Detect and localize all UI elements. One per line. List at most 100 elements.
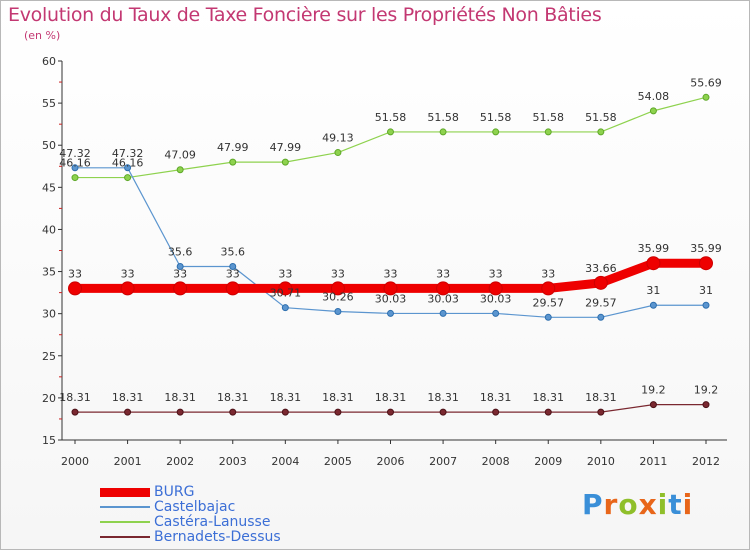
brand-letter: P — [582, 488, 604, 521]
x-tick-label: 2011 — [639, 455, 667, 468]
data-point-castelbajac — [334, 307, 342, 315]
data-point-castelbajac — [702, 301, 710, 309]
data-label-burg: 33 — [541, 267, 555, 280]
data-label-bernadets-dessus: 18.31 — [59, 391, 91, 404]
series-castelbajac — [71, 164, 710, 321]
data-point-castera-lanusse — [544, 128, 552, 136]
data-point-castera-lanusse — [702, 93, 710, 101]
series-layer — [68, 93, 713, 416]
data-label-burg: 33 — [489, 267, 503, 280]
x-tick-label: 2002 — [166, 455, 194, 468]
y-tick-label: 60 — [42, 55, 56, 68]
x-tick-label: 2005 — [324, 455, 352, 468]
data-point-bernadets-dessus — [71, 408, 79, 416]
brand-logo: Proxiti — [582, 488, 693, 521]
data-label-castera-lanusse: 51.58 — [427, 111, 459, 124]
data-point-bernadets-dessus — [176, 408, 184, 416]
data-label-burg: 33 — [226, 267, 240, 280]
data-label-burg: 33 — [68, 267, 82, 280]
data-label-bernadets-dessus: 18.31 — [427, 391, 459, 404]
data-label-burg: 33 — [173, 267, 187, 280]
y-tick-label: 15 — [42, 434, 56, 447]
data-point-castera-lanusse — [229, 158, 237, 166]
brand-letter: i — [657, 488, 669, 521]
data-point-bernadets-dessus — [702, 401, 710, 409]
data-point-castera-lanusse — [439, 128, 447, 136]
data-label-castera-lanusse: 49.13 — [322, 132, 354, 145]
legend-label-burg: BURG — [154, 484, 195, 500]
data-label-castelbajac: 30.03 — [427, 292, 459, 305]
data-point-burg — [699, 256, 713, 271]
x-tick-label: 2008 — [482, 455, 510, 468]
data-point-burg — [383, 281, 398, 296]
data-point-castera-lanusse — [334, 149, 342, 157]
data-label-bernadets-dessus: 19.2 — [641, 384, 666, 397]
data-point-castelbajac — [176, 263, 184, 271]
brand-letter: r — [603, 488, 619, 521]
legend-label-castera-lanusse: Castéra-Lanusse — [154, 514, 271, 530]
series-bernadets-dessus — [71, 401, 710, 416]
data-point-castelbajac — [281, 304, 289, 312]
data-point-castera-lanusse — [176, 166, 184, 174]
data-point-castelbajac — [71, 164, 79, 172]
data-label-burg: 35.99 — [690, 242, 722, 255]
data-point-bernadets-dessus — [281, 408, 289, 416]
data-label-castera-lanusse: 54.08 — [638, 90, 670, 103]
data-point-burg — [68, 281, 82, 296]
data-label-castelbajac: 30.26 — [322, 290, 354, 303]
y-tick-label: 45 — [42, 181, 56, 194]
data-point-castera-lanusse — [387, 128, 394, 136]
data-label-bernadets-dessus: 18.31 — [217, 391, 249, 404]
data-label-castera-lanusse: 47.99 — [217, 141, 249, 154]
x-tick-label: 2000 — [61, 455, 89, 468]
data-point-castelbajac — [492, 309, 500, 317]
y-axis-unit-label: (en %) — [24, 29, 61, 42]
data-point-castelbajac — [649, 301, 657, 309]
data-label-bernadets-dessus: 18.31 — [375, 391, 407, 404]
y-tick-label: 35 — [42, 266, 56, 279]
data-label-castelbajac: 47.32 — [59, 147, 91, 160]
data-label-bernadets-dessus: 18.31 — [480, 391, 512, 404]
legend-swatch-bernadets-dessus — [100, 536, 150, 538]
data-label-burg: 33 — [278, 267, 292, 280]
data-label-castera-lanusse: 51.58 — [585, 111, 617, 124]
line-chart: 15 20 25 30 35 40 45 50 55 60 2000 2001 2002 2003 2004… — [42, 55, 727, 468]
y-tick-label: 55 — [42, 97, 56, 110]
series-line-castera-lanusse — [75, 96, 707, 179]
data-point-bernadets-dessus — [597, 408, 605, 416]
data-label-burg: 33.66 — [585, 262, 617, 275]
data-label-castelbajac: 31 — [699, 284, 713, 297]
data-label-castera-lanusse: 55.69 — [690, 76, 722, 89]
data-label-bernadets-dessus: 18.31 — [322, 391, 354, 404]
data-label-bernadets-dessus: 18.31 — [270, 391, 302, 404]
x-tick-label: 2012 — [692, 455, 720, 468]
axes: 15 20 25 30 35 40 45 50 55 60 2000 2001 2002 2003 2004… — [42, 55, 727, 468]
data-point-burg — [436, 281, 451, 296]
data-point-bernadets-dessus — [492, 408, 500, 416]
data-point-bernadets-dessus — [439, 408, 447, 416]
data-point-castelbajac — [124, 164, 132, 172]
data-label-bernadets-dessus: 18.31 — [112, 391, 144, 404]
data-label-castelbajac: 30.03 — [480, 292, 512, 305]
data-point-castera-lanusse — [597, 128, 605, 136]
data-point-burg — [330, 281, 345, 296]
x-tick-label: 2003 — [219, 455, 247, 468]
y-tick-label: 40 — [42, 223, 56, 236]
data-point-burg — [541, 281, 556, 296]
data-point-bernadets-dessus — [387, 408, 394, 416]
data-label-castera-lanusse: 51.58 — [480, 111, 512, 124]
x-tick-label: 2007 — [429, 455, 457, 468]
brand-letter: x — [638, 488, 658, 521]
data-label-bernadets-dessus: 18.31 — [585, 391, 617, 404]
data-label-castelbajac: 31 — [646, 284, 660, 297]
data-point-castelbajac — [597, 313, 605, 321]
brand-letter: i — [682, 488, 694, 521]
x-tick-label: 2001 — [114, 455, 142, 468]
data-labels-layer: 46.16 46.16 47.09 47.99 47.99 49.13 51.58 51.58… — [59, 76, 722, 404]
y-tick-label: 25 — [42, 350, 56, 363]
data-point-bernadets-dessus — [229, 408, 237, 416]
y-tick-label: 30 — [42, 308, 56, 321]
legend-swatch-burg — [100, 488, 150, 497]
data-point-burg — [488, 281, 503, 296]
data-label-castera-lanusse: 47.99 — [270, 141, 302, 154]
